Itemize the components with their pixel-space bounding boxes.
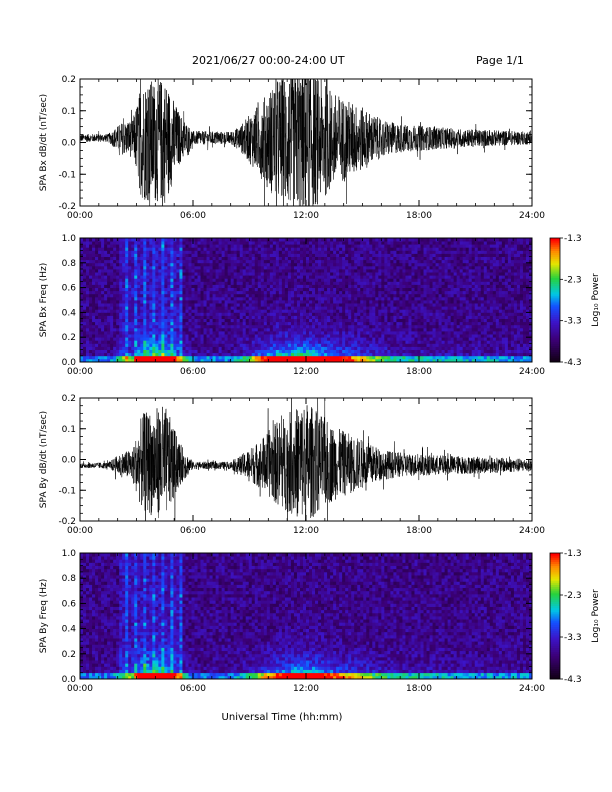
y-tick-label: 0.2 [62,394,76,404]
y-axis-label: SPA By Freq (Hz) [39,579,49,654]
y-tick-label: -0.1 [58,170,76,180]
y-tick-label: 0.4 [62,308,77,318]
y-tick-label: 0.1 [62,425,76,435]
waveform-trace [80,398,532,521]
y-axis-label: SPA Bx Freq (Hz) [39,263,49,338]
colorbar-tick-label: -3.3 [564,317,582,327]
spectrogram-1 [80,238,533,363]
y-tick-label: 0.1 [62,107,76,117]
colorbar-tick-label: -2.3 [564,591,582,601]
y-tick-label: 0.2 [62,75,76,85]
y-tick-label: -0.2 [58,202,76,212]
x-tick-label: 24:00 [519,367,545,377]
x-axis-label: Universal Time (hh:mm) [222,712,343,723]
x-tick-label: 12:00 [293,367,319,377]
page-indicator: Page 1/1 [476,54,524,67]
y-tick-label: 0.4 [62,625,77,635]
y-axis-label: SPA Bx dB/dt (nT/sec) [39,94,49,191]
x-tick-label: 18:00 [406,367,432,377]
waveform-trace [80,79,532,206]
y-tick-label: 0.0 [62,675,77,685]
x-tick-label: 00:00 [67,526,93,536]
colorbar-tick-label: -3.3 [564,633,582,643]
plot-title: 2021/06/27 00:00-24:00 UT [192,54,345,67]
y-tick-label: 0.6 [62,284,77,294]
y-tick-label: 0.2 [62,333,76,343]
y-tick-label: 0.8 [62,259,77,269]
x-tick-label: 06:00 [180,211,206,221]
line-series-0 [80,79,532,206]
line-series-2 [80,398,532,521]
y-tick-label: 0.0 [62,139,77,149]
y-tick-label: 1.0 [62,549,77,559]
x-tick-label: 06:00 [180,367,206,377]
y-tick-label: 0.0 [62,456,77,466]
y-tick-label: -0.1 [58,486,76,496]
colorbar: -1.3 -2.3 -3.3 -4.3 Log₁₀ Power [549,234,601,368]
x-tick-label: 00:00 [67,211,93,221]
y-tick-label: 0.0 [62,358,77,368]
colorbar-tick-label: -1.3 [564,234,582,244]
y-tick-label: 0.2 [62,650,76,660]
x-tick-label: 06:00 [180,526,206,536]
colorbar-label: Log₁₀ Power [591,589,601,643]
y-tick-label: 0.8 [62,574,77,584]
colorbar-label: Log₁₀ Power [591,273,601,327]
colorbar-tick-label: -4.3 [564,675,582,685]
x-tick-label: 00:00 [67,684,93,694]
colorbar-tick-label: -2.3 [564,275,582,285]
x-tick-label: 24:00 [519,211,545,221]
y-tick-label: -0.2 [58,517,76,527]
y-tick-label: 1.0 [62,234,77,244]
x-tick-label: 12:00 [293,526,319,536]
x-tick-label: 18:00 [406,526,432,536]
x-tick-label: 24:00 [519,684,545,694]
x-tick-label: 00:00 [67,367,93,377]
colorbar-tick-label: -1.3 [564,549,582,559]
x-tick-label: 18:00 [406,684,432,694]
x-tick-label: 24:00 [519,526,545,536]
colorbar-frame [549,552,561,680]
y-axis-label: SPA By dB/dt (nT/sec) [39,411,49,508]
spectrogram-3 [80,553,533,680]
x-tick-label: 12:00 [293,684,319,694]
x-tick-label: 12:00 [293,211,319,221]
colorbar-tick-label: -4.3 [564,358,582,368]
colorbar-frame [549,237,561,363]
x-tick-label: 18:00 [406,211,432,221]
colorbar: -1.3 -2.3 -3.3 -4.3 Log₁₀ Power [549,549,601,685]
x-tick-label: 06:00 [180,684,206,694]
y-tick-label: 0.6 [62,599,77,609]
